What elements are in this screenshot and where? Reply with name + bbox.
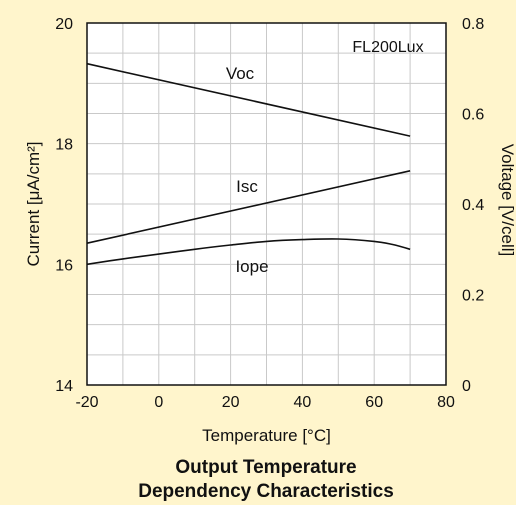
axis-ticks: -20 0 20 40 60 80 14 16 18 20 0 0.2 0.4 0.6 0.8: [55, 16, 484, 411]
x-tick-label: 40: [294, 394, 312, 411]
y-axis-right-label: Voltage [V/cell]: [498, 144, 516, 256]
plot-frame: [86, 22, 447, 386]
series-line-isc: [86, 170, 411, 244]
x-axis-label: Temperature [°C]: [202, 426, 331, 445]
series-label-voc: Voc: [226, 64, 255, 83]
series-labels: Voc Isc Iope: [226, 64, 269, 276]
series-line-voc: [86, 62, 411, 137]
x-tick-label: -20: [75, 394, 98, 411]
series-label-isc: Isc: [236, 177, 258, 196]
y-left-tick-label: 18: [55, 137, 73, 154]
x-tick-label: 80: [437, 394, 455, 411]
x-tick-label: 20: [222, 394, 240, 411]
chart-title-line-1: Output Temperature: [175, 457, 356, 478]
series-label-iope: Iope: [235, 257, 268, 276]
series-line-iope: [86, 238, 411, 266]
y-right-tick-label: 0.2: [462, 288, 484, 305]
x-tick-label: 0: [154, 394, 163, 411]
y-left-tick-label: 14: [55, 378, 73, 395]
y-left-tick-label: 16: [55, 257, 73, 274]
series-lines: [86, 62, 411, 266]
annotation-label: FL200Lux: [352, 39, 423, 56]
y-left-tick-label: 20: [55, 16, 73, 33]
y-right-tick-label: 0.4: [462, 197, 484, 214]
x-tick-label: 60: [365, 394, 383, 411]
gridlines: [87, 23, 446, 385]
chart-title-line-2: Dependency Characteristics: [138, 481, 394, 502]
y-right-tick-label: 0: [462, 378, 471, 395]
y-right-tick-label: 0.6: [462, 107, 484, 124]
y-axis-left-label: Current [μA/cm²]: [24, 141, 43, 266]
y-right-tick-label: 0.8: [462, 16, 484, 33]
